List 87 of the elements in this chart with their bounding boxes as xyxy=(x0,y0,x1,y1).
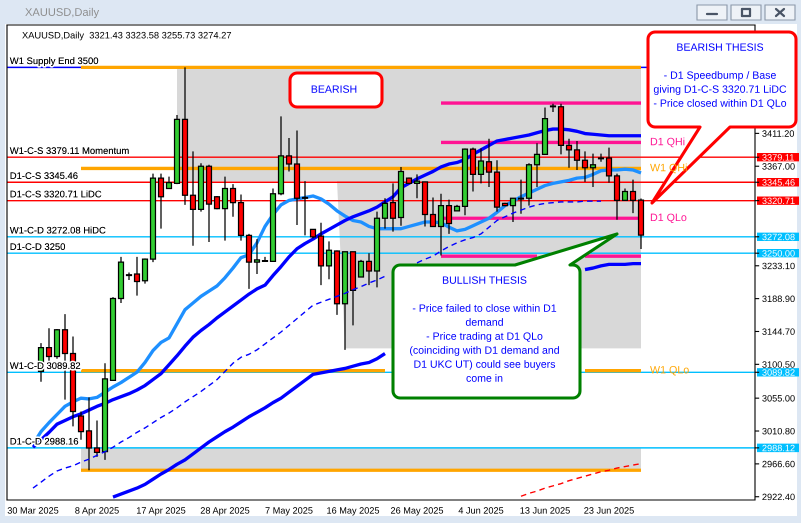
candlestick xyxy=(526,162,532,206)
x-tick-label: 26 May 2025 xyxy=(390,507,444,516)
candlestick xyxy=(534,142,540,188)
candlestick xyxy=(478,148,484,184)
candlestick xyxy=(302,180,308,236)
y-tick-label: 3367.00 xyxy=(762,163,795,170)
candlestick xyxy=(454,204,460,212)
candlestick xyxy=(542,106,548,155)
y-tick-label: 3379.11 xyxy=(762,154,794,161)
candlestick xyxy=(310,228,316,239)
candlestick xyxy=(350,251,356,326)
text: XAUUSD,Daily 3321.43 3323.58 3255.73 3274.27 xyxy=(22,32,232,40)
x-tick-label: 16 May 2025 xyxy=(327,507,380,516)
y-tick-label: 2966.60 xyxy=(762,460,795,468)
candlestick xyxy=(150,173,156,263)
candlestick xyxy=(342,251,348,350)
ref-line-label: D1-C-D 3250 xyxy=(10,243,66,250)
series-label: D1 QHi xyxy=(650,137,684,148)
candlestick xyxy=(278,116,284,196)
candlestick xyxy=(118,256,124,304)
x-tick-label: 13 Jun 2025 xyxy=(520,507,570,514)
series-label: D1 QLo xyxy=(650,214,686,224)
x-tick-label: 17 Apr 2025 xyxy=(136,507,186,516)
candlestick xyxy=(198,162,204,212)
candlestick xyxy=(598,152,604,162)
candlestick xyxy=(222,176,228,242)
candlestick xyxy=(374,210,380,288)
x-tick-label: 23 Jun 2025 xyxy=(584,507,634,514)
y-tick-label: 3250.00 xyxy=(762,250,795,257)
ref-line-label: W1 Supply End 3500 xyxy=(10,57,98,66)
x-tick-label: 30 Mar 2025 xyxy=(8,507,58,514)
candlestick xyxy=(102,362,108,460)
candlestick xyxy=(326,240,332,280)
y-tick-label: 3144.70 xyxy=(762,328,795,335)
annotation: BEARISH xyxy=(312,85,356,93)
y-tick-label: 3272.08 xyxy=(762,234,795,240)
y-tick-label: 3320.71 xyxy=(762,198,795,204)
candlestick xyxy=(414,174,420,199)
x-tick-label: 28 Apr 2025 xyxy=(200,507,250,516)
x-tick-label: 4 Jun 2025 xyxy=(458,507,504,514)
candlestick xyxy=(550,103,556,113)
candlestick xyxy=(334,250,340,316)
x-tick-label: 7 May 2025 xyxy=(266,507,313,516)
ref-line-label: D1-C-S 3320.71 LiDC xyxy=(10,190,102,198)
ref-line-label: W1-C-D 3272.08 HiDC xyxy=(10,226,106,234)
candlestick xyxy=(590,152,596,188)
candlestick xyxy=(142,258,148,284)
candlestick xyxy=(94,420,100,458)
candlestick xyxy=(366,252,372,286)
candlestick xyxy=(270,188,276,262)
candlestick xyxy=(438,193,444,256)
candlestick xyxy=(318,222,324,286)
candlestick xyxy=(54,328,60,360)
y-tick-label: 3411.20 xyxy=(762,130,794,137)
candlestick xyxy=(78,410,84,440)
candlestick xyxy=(134,256,140,296)
candlestick xyxy=(622,188,628,202)
y-tick-label: 3100.50 xyxy=(762,361,795,368)
candlestick xyxy=(518,178,524,214)
candlestick xyxy=(262,256,268,262)
text: BULLISH THESIS - Price failed to close within D1 demand - Price trading at D1 QLo (coinciding with D1 demand and D1 UKC UT) could see buyers come in xyxy=(410,276,559,382)
candlestick xyxy=(166,176,172,190)
y-tick-label: 3055.00 xyxy=(762,395,795,402)
y-tick-label: 3188.90 xyxy=(762,296,795,302)
candlestick xyxy=(510,198,516,223)
candlestick xyxy=(126,272,132,281)
x-tick-label: 8 Apr 2025 xyxy=(75,507,119,516)
y-tick-label: 3345.46 xyxy=(762,179,795,186)
candlestick xyxy=(246,233,252,290)
y-tick-label: 3010.80 xyxy=(762,428,795,434)
chart-title: XAUUSD,Daily xyxy=(25,8,100,18)
candlestick xyxy=(86,396,92,471)
y-tick-label: 2988.12 xyxy=(762,444,795,452)
candlestick xyxy=(382,198,388,230)
candlestick xyxy=(254,238,260,275)
ref-line-label: D1-C-S 3345.46 xyxy=(10,172,78,179)
y-tick-label: 3089.82 xyxy=(762,369,795,376)
candlestick xyxy=(174,114,180,185)
y-tick-label: 2922.40 xyxy=(762,494,795,500)
candlestick xyxy=(110,296,116,381)
y-tick-label: 3233.10 xyxy=(762,262,795,270)
candlestick xyxy=(462,148,468,216)
candlestick xyxy=(398,166,404,226)
text: BEARISH THESIS - D1 Speedbump / Base giving D1-C-S 3320.71 LiDC - Price closed within D1 QLo xyxy=(654,43,786,109)
candlestick xyxy=(358,259,364,278)
ref-line-label: W1-C-S 3379.11 Momentum xyxy=(10,147,129,154)
candlestick xyxy=(558,103,564,155)
